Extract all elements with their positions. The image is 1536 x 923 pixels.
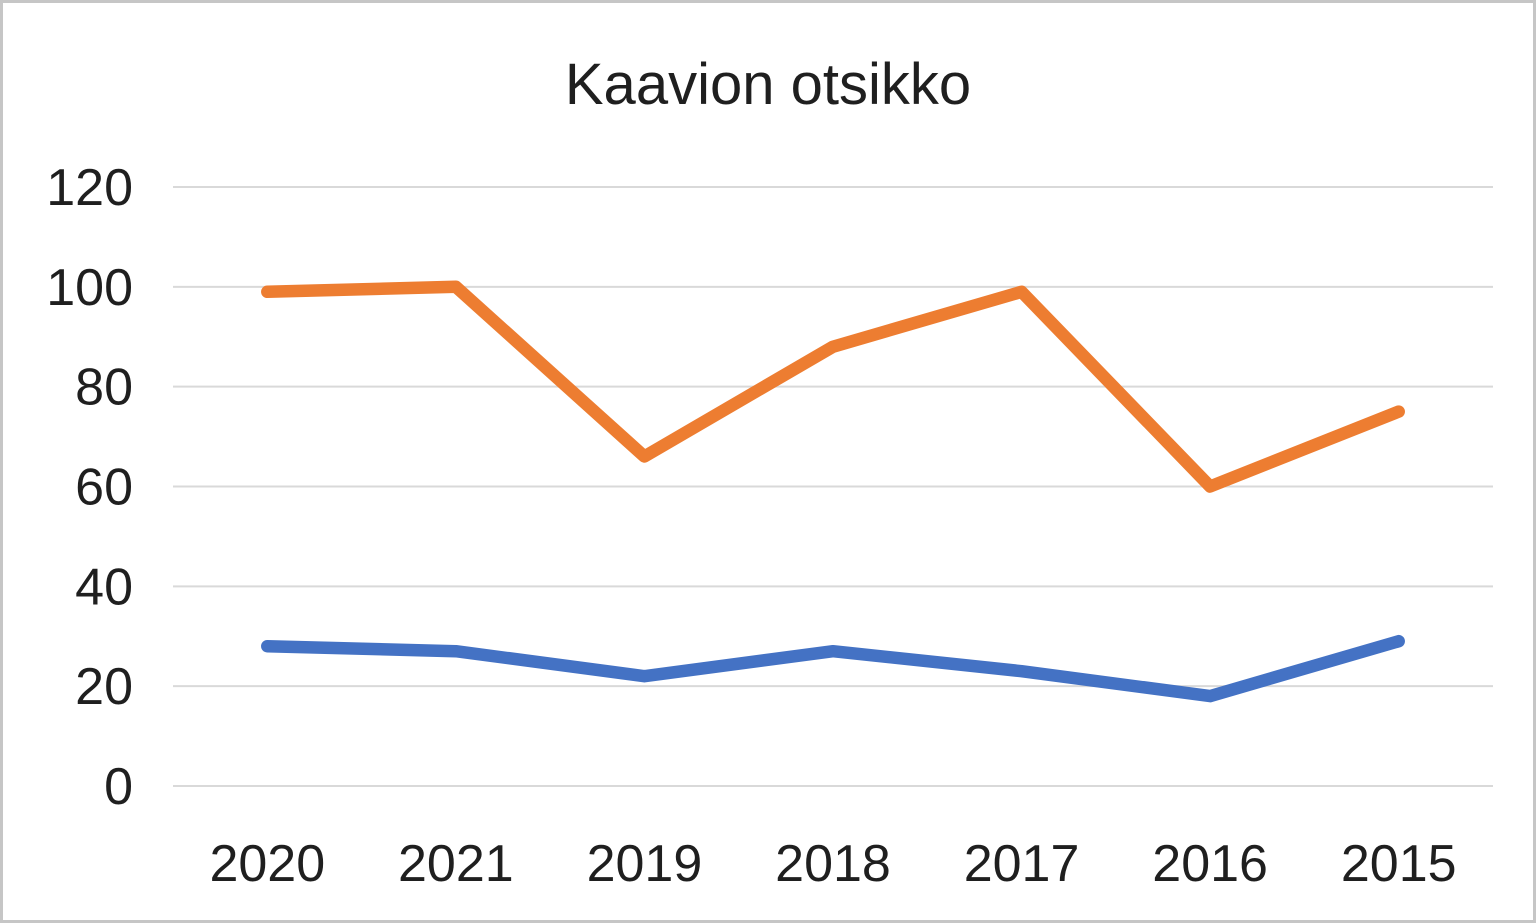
y-tick-label: 80 xyxy=(75,359,133,417)
y-tick-label: 100 xyxy=(46,259,133,317)
chart-title: Kaavion otsikko xyxy=(564,52,972,117)
y-tick-label: 60 xyxy=(75,459,133,517)
x-tick-label: 2018 xyxy=(775,835,891,893)
x-tick-label: 2019 xyxy=(587,835,703,893)
plot-area: 0 20 40 60 80 100 120 2020 2021 2019 2018 2017 2016… xyxy=(46,159,1493,893)
y-tick-label: 120 xyxy=(46,159,133,217)
gridlines xyxy=(173,186,1493,787)
y-tick-label: 40 xyxy=(75,558,133,616)
x-tick-label: 2021 xyxy=(398,835,514,893)
data-series xyxy=(261,280,1405,703)
y-axis-labels: 0 20 40 60 80 100 120 xyxy=(46,159,133,816)
x-tick-label: 2017 xyxy=(964,835,1080,893)
x-tick-label: 2020 xyxy=(209,835,325,893)
x-tick-label: 2015 xyxy=(1341,835,1457,893)
series-line-2 xyxy=(261,280,1405,493)
x-tick-label: 2016 xyxy=(1152,835,1268,893)
y-tick-label: 20 xyxy=(75,658,133,716)
x-axis-labels: 2020 2021 2019 2018 2017 2016 2015 xyxy=(209,835,1456,893)
series-line-1 xyxy=(261,634,1405,703)
y-tick-label: 0 xyxy=(104,758,133,816)
